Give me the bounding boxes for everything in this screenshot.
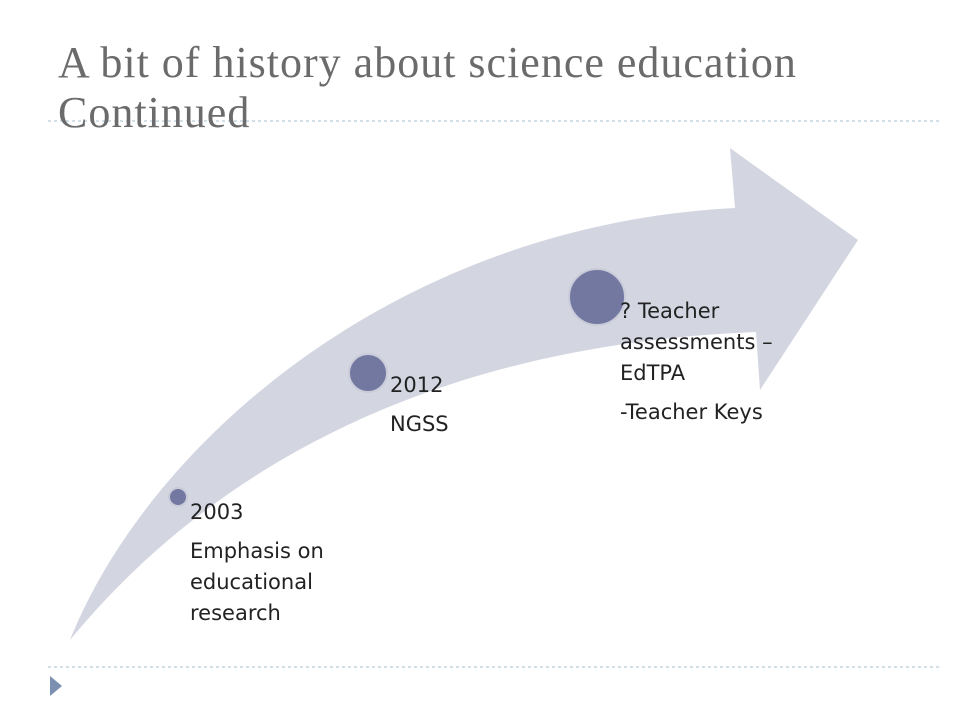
- slide-title: A bit of history about science education…: [58, 38, 797, 137]
- timeline-arrow: [70, 148, 858, 640]
- milestone-text: Emphasis on educational research: [190, 539, 324, 625]
- milestone: 2012 NGSS: [390, 370, 510, 448]
- milestone-dot: [168, 487, 188, 507]
- milestone-heading: ? Teacher assessments – EdTPA: [620, 299, 773, 385]
- bullet-icon: [50, 676, 62, 696]
- milestone-heading: 2012: [390, 373, 444, 397]
- milestone-heading: 2003: [190, 500, 244, 524]
- milestone-text: NGSS: [390, 412, 449, 436]
- milestone: 2003 Emphasis on educational research: [190, 497, 360, 637]
- milestone-dot: [348, 353, 388, 393]
- milestone-dot: [568, 268, 626, 326]
- milestone: ? Teacher assessments – EdTPA -Teacher Ke…: [620, 296, 790, 436]
- milestone-text: -Teacher Keys: [620, 400, 763, 424]
